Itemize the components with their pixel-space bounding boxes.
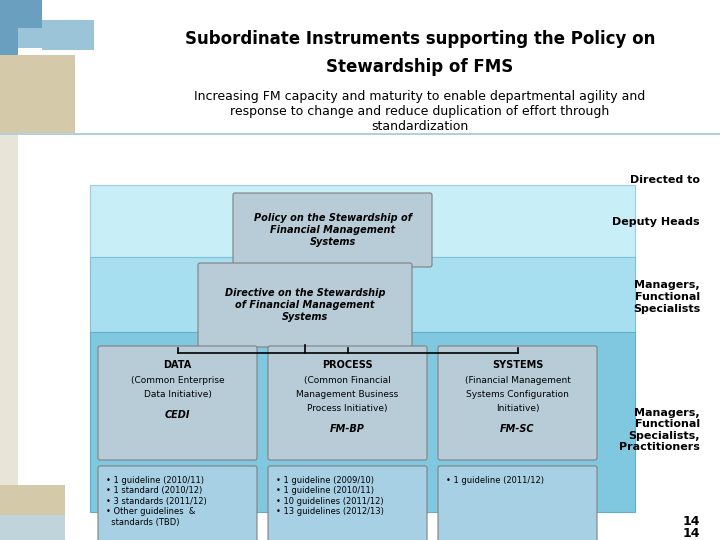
Bar — [0, 515, 65, 540]
Text: • 1 guideline (2011/12): • 1 guideline (2011/12) — [446, 476, 544, 485]
Text: Managers,
Functional
Specialists,
Practitioners: Managers, Functional Specialists, Practi… — [619, 408, 700, 453]
Text: PROCESS: PROCESS — [322, 360, 373, 370]
Text: 14: 14 — [683, 515, 700, 528]
Text: Increasing FM capacity and maturity to enable departmental agility and
response : Increasing FM capacity and maturity to e… — [194, 90, 646, 133]
Text: (Common Enterprise: (Common Enterprise — [131, 376, 225, 385]
Text: Systems Configuration: Systems Configuration — [466, 390, 569, 399]
Bar — [42, 20, 94, 50]
FancyBboxPatch shape — [98, 466, 257, 540]
Bar — [90, 257, 635, 332]
Text: Policy on the Stewardship of
Financial Management
Systems: Policy on the Stewardship of Financial M… — [253, 213, 412, 247]
FancyBboxPatch shape — [438, 466, 597, 540]
Text: (Financial Management: (Financial Management — [464, 376, 570, 385]
Bar — [0, 135, 18, 515]
Text: Initiative): Initiative) — [496, 404, 539, 413]
FancyBboxPatch shape — [438, 346, 597, 460]
Text: Process Initiative): Process Initiative) — [307, 404, 388, 413]
Text: (Common Financial: (Common Financial — [304, 376, 391, 385]
Bar — [18, 28, 46, 48]
Bar — [90, 332, 635, 512]
FancyBboxPatch shape — [268, 466, 427, 540]
Text: Subordinate Instruments supporting the Policy on: Subordinate Instruments supporting the P… — [185, 30, 655, 48]
Text: Management Business: Management Business — [297, 390, 399, 399]
Text: Deputy Heads: Deputy Heads — [613, 217, 700, 227]
Bar — [0, 133, 720, 135]
Bar — [90, 185, 635, 257]
Text: Managers,
Functional
Specialists: Managers, Functional Specialists — [633, 280, 700, 314]
Text: Directed to: Directed to — [630, 175, 700, 185]
Bar — [0, 0, 18, 55]
Bar — [0, 0, 42, 28]
Bar — [0, 485, 65, 515]
Text: FM-SC: FM-SC — [500, 424, 535, 434]
Text: • 1 guideline (2009/10)
• 1 guideline (2010/11)
• 10 guidelines (2011/12)
• 13 g: • 1 guideline (2009/10) • 1 guideline (2… — [276, 476, 384, 516]
FancyBboxPatch shape — [233, 193, 432, 267]
Text: CEDI: CEDI — [165, 410, 190, 420]
FancyBboxPatch shape — [98, 346, 257, 460]
FancyBboxPatch shape — [198, 263, 412, 347]
Bar — [0, 55, 75, 135]
Text: • 1 guideline (2010/11)
• 1 standard (2010/12)
• 3 standards (2011/12)
• Other g: • 1 guideline (2010/11) • 1 standard (20… — [106, 476, 207, 526]
Text: Directive on the Stewardship
of Financial Management
Systems: Directive on the Stewardship of Financia… — [225, 288, 385, 322]
Text: SYSTEMS: SYSTEMS — [492, 360, 543, 370]
Text: Data Initiative): Data Initiative) — [143, 390, 212, 399]
Text: FM-BP: FM-BP — [330, 424, 365, 434]
Text: Stewardship of FMS: Stewardship of FMS — [326, 58, 513, 76]
Text: 14: 14 — [683, 527, 700, 540]
Text: DATA: DATA — [163, 360, 192, 370]
FancyBboxPatch shape — [268, 346, 427, 460]
